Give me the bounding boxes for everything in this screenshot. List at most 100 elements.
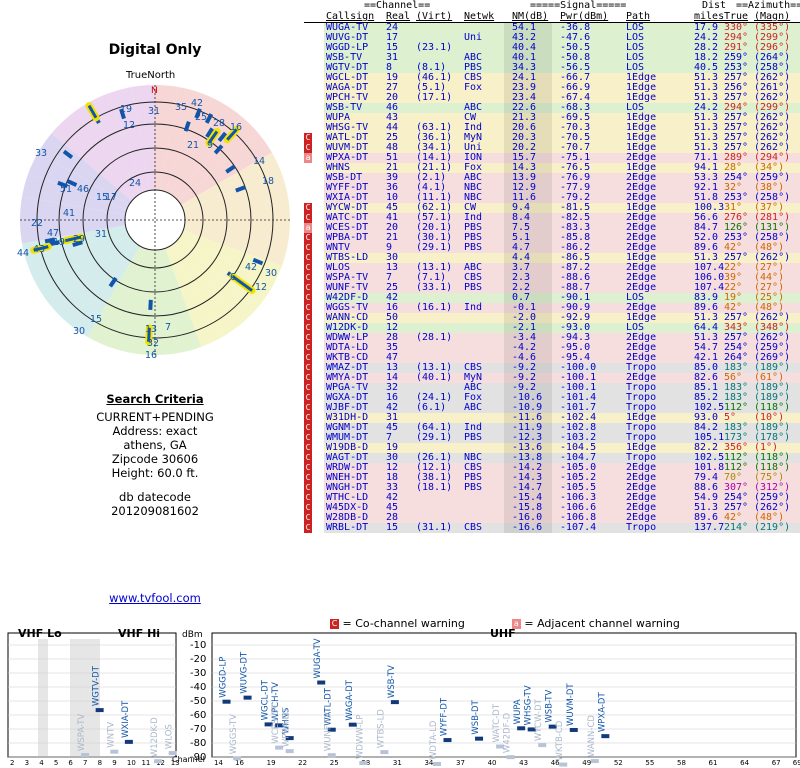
spectrum-bar xyxy=(95,708,104,713)
cell-callsign[interactable]: WSB-TV xyxy=(326,102,363,113)
cell-callsign[interactable]: WUVM-DT xyxy=(326,142,369,153)
cell-callsign[interactable]: WSB-TV xyxy=(326,52,363,63)
cell-callsign[interactable]: W12DK-D xyxy=(326,322,369,333)
cell-callsign[interactable]: WTBS-LD xyxy=(326,252,369,263)
cell-magn-az: (262°) xyxy=(754,502,791,513)
channel-tick: 49 xyxy=(582,759,591,767)
cell-path: 1Edge xyxy=(626,132,657,143)
cell-callsign[interactable]: WPGA-TV xyxy=(326,382,369,393)
website-link[interactable]: www.tvfool.com xyxy=(109,591,201,605)
cell-callsign[interactable]: WGGD-LP xyxy=(326,42,369,53)
cell-callsign[interactable]: WNTV xyxy=(326,242,351,253)
row-background xyxy=(324,193,800,203)
cell-real: 28 xyxy=(386,512,399,523)
cell-callsign[interactable]: WUVG-DT xyxy=(326,32,369,43)
cell-callsign[interactable]: WMYA-DT xyxy=(326,372,369,383)
cell-callsign[interactable]: WDWW-LP xyxy=(326,332,369,343)
cell-callsign[interactable]: WSPA-TV xyxy=(326,272,369,283)
col-nm: NM(dB) xyxy=(512,11,549,22)
cell-pwr: -79.2 xyxy=(560,192,591,203)
cell-callsign[interactable]: WSB-DT xyxy=(326,172,363,183)
cell-miles: 51.3 xyxy=(694,332,719,343)
cell-callsign[interactable]: WKTB-CD xyxy=(326,352,369,363)
cell-callsign[interactable]: WMAZ-DT xyxy=(326,362,369,373)
cell-nm: 3.7 xyxy=(512,262,531,273)
cell-callsign[interactable]: WHSG-TV xyxy=(326,122,369,133)
cell-netwk: NBC xyxy=(464,182,483,193)
cell-callsign[interactable]: W19DB-D xyxy=(326,442,369,453)
cell-callsign[interactable]: W28DB-D xyxy=(326,512,369,523)
cell-virt: (38.1) xyxy=(416,472,453,483)
nm-shade xyxy=(504,503,552,513)
cell-callsign[interactable]: WYFF-DT xyxy=(326,182,369,193)
cell-callsign[interactable]: WNGH-DT xyxy=(326,482,369,493)
adjacent-warning-icon: a xyxy=(304,223,312,233)
cell-callsign[interactable]: WTHC-LD xyxy=(326,492,369,503)
cell-callsign[interactable]: WNEH-DT xyxy=(326,472,369,483)
cell-callsign[interactable]: WAGT-DT xyxy=(326,452,369,463)
cell-real: 39 xyxy=(386,172,399,183)
cell-callsign[interactable]: WJBF-DT xyxy=(326,402,369,413)
channel-group-header: ==Channel== xyxy=(364,0,431,11)
cell-callsign[interactable]: WAGA-DT xyxy=(326,82,369,93)
table-row: C WGNM-DT 45 (64.1) Ind -11.9 -102.8 Tropo 84.2 1… xyxy=(304,423,800,433)
cell-virt: (36.1) xyxy=(416,132,453,143)
wheel-wedge xyxy=(22,220,156,267)
cell-callsign[interactable]: WRDW-DT xyxy=(326,462,369,473)
cell-miles: 137.7 xyxy=(694,522,725,533)
spectrum-bar xyxy=(569,727,578,732)
nm-shade xyxy=(504,293,552,303)
adjacent-warning-icon: a xyxy=(304,153,312,163)
cell-magn-az: (37°) xyxy=(754,202,785,213)
cell-callsign[interactable]: WYCW-DT xyxy=(326,202,369,213)
cell-callsign[interactable]: WXIA-DT xyxy=(326,192,369,203)
cell-callsign[interactable]: WANN-CD xyxy=(326,312,369,323)
wheel-wedge xyxy=(108,87,155,220)
station-label: 12 xyxy=(123,120,135,131)
cell-callsign[interactable]: WGXA-DT xyxy=(326,392,369,403)
cell-callsign[interactable]: WCES-DT xyxy=(326,222,369,233)
cell-callsign[interactable]: WGGS-TV xyxy=(326,302,369,313)
cell-callsign[interactable]: WATL-DT xyxy=(326,132,369,143)
cell-callsign[interactable]: WPCH-TV xyxy=(326,92,369,103)
cell-true-az: 70° xyxy=(724,472,743,483)
cell-pwr: -100.0 xyxy=(560,362,597,373)
spectrum-station-label: WPXA-DT xyxy=(597,692,607,733)
cell-callsign[interactable]: WPXA-DT xyxy=(326,152,369,163)
cell-callsign[interactable]: WUPA xyxy=(326,112,351,123)
cell-path: 2Edge xyxy=(626,372,657,383)
cell-miles: 51.3 xyxy=(694,112,719,123)
wheel-wedge xyxy=(155,220,259,324)
cell-callsign[interactable]: WGTV-DT xyxy=(326,62,369,73)
cell-callsign[interactable]: WUNF-TV xyxy=(326,282,369,293)
cell-callsign[interactable]: WRBL-DT xyxy=(326,522,369,533)
cell-callsign[interactable]: WLOS xyxy=(326,262,351,273)
cell-callsign[interactable]: WMUM-DT xyxy=(326,432,369,443)
wheel-wedge xyxy=(38,220,155,307)
nm-shade xyxy=(504,203,552,213)
row-background xyxy=(324,73,800,83)
cell-callsign[interactable]: WATC-DT xyxy=(326,212,369,223)
cell-callsign[interactable]: WUGA-TV xyxy=(326,22,369,33)
cell-callsign[interactable]: WHNS xyxy=(326,162,351,173)
cell-real: 7 xyxy=(386,272,393,283)
cell-callsign[interactable]: W42DF-D xyxy=(326,292,369,303)
row-background xyxy=(324,93,800,103)
nm-shade xyxy=(504,83,552,93)
cell-callsign[interactable]: WPBA-DT xyxy=(326,232,369,243)
cell-magn-az: (264°) xyxy=(754,52,791,63)
channel-tick: 10 xyxy=(127,759,136,767)
table-row: C WUVM-DT 48 (34.1) Uni 20.2 -70.7 1Edge 51.3 257… xyxy=(304,143,800,153)
cell-callsign[interactable]: WDTA-LD xyxy=(326,342,369,353)
cell-miles: 101.8 xyxy=(694,462,725,473)
cell-pwr: -70.5 xyxy=(560,132,591,143)
cell-callsign[interactable]: WGCL-DT xyxy=(326,72,369,83)
channel-tick: 46 xyxy=(551,759,560,767)
cell-callsign[interactable]: W31DH-D xyxy=(326,412,369,423)
cell-callsign[interactable]: W45DX-D xyxy=(326,502,369,513)
cell-callsign[interactable]: WGNM-DT xyxy=(326,422,369,433)
row-background xyxy=(324,133,800,143)
cochannel-warning-icon: C xyxy=(304,453,312,463)
nm-shade xyxy=(504,313,552,323)
col-virt: (Virt) xyxy=(416,11,453,22)
